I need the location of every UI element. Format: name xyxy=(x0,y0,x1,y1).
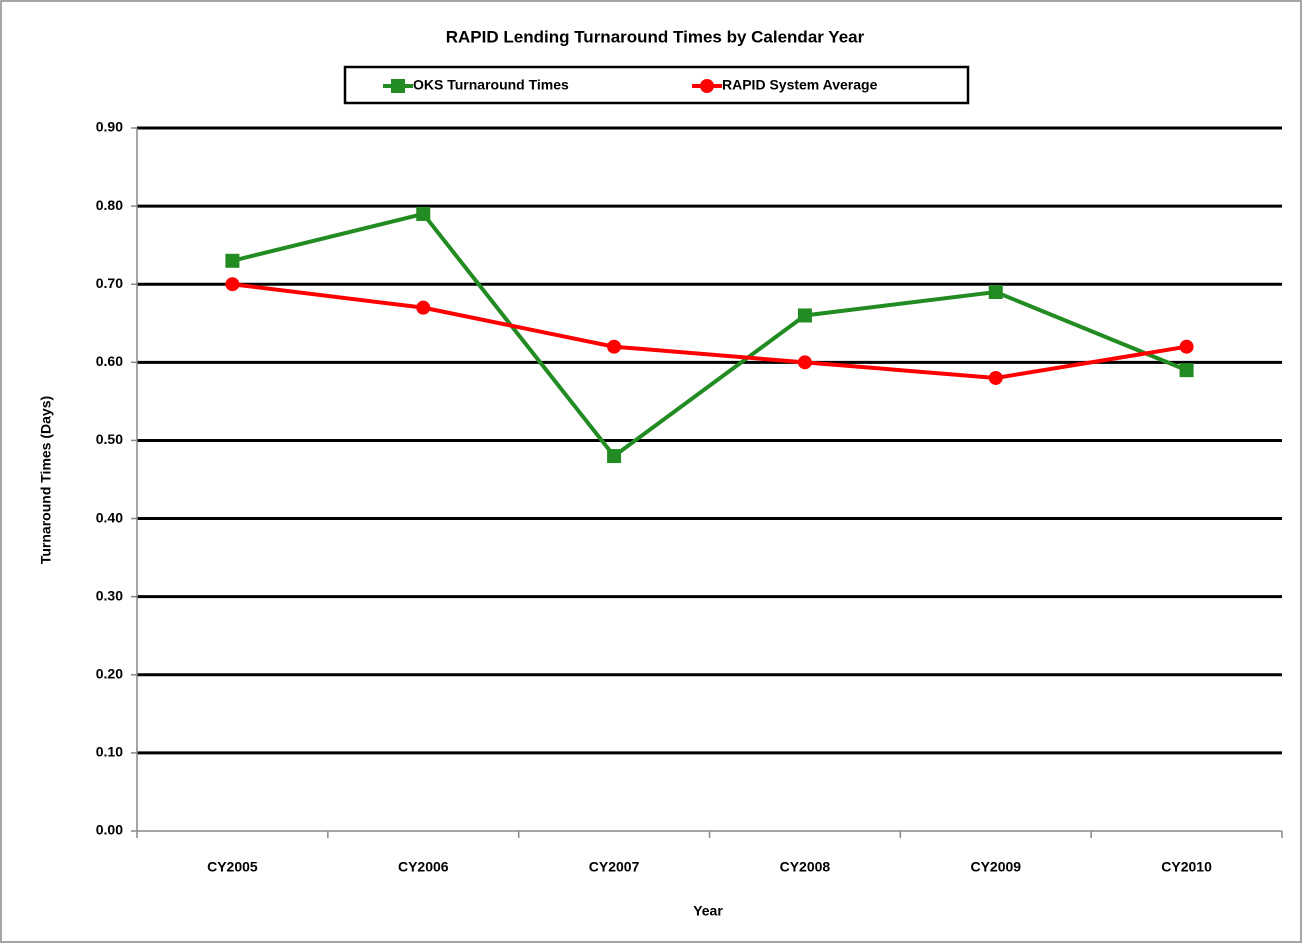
y-tick-label: 0.40 xyxy=(96,509,123,525)
x-tick-label: CY2010 xyxy=(1161,859,1212,875)
data-point xyxy=(1179,363,1194,378)
data-point xyxy=(416,206,431,221)
y-tick-label: 0.20 xyxy=(96,665,123,681)
series-line xyxy=(232,282,1187,380)
legend-marker xyxy=(391,79,405,93)
y-tick-label: 0.30 xyxy=(96,587,123,603)
data-point xyxy=(797,355,812,370)
y-tick-label: 0.00 xyxy=(96,822,123,838)
legend-label: RAPID System Average xyxy=(722,77,878,93)
x-axis-title: Year xyxy=(693,903,723,919)
data-point xyxy=(225,277,240,292)
x-tick-label: CY2008 xyxy=(780,859,831,875)
y-tick-label: 0.90 xyxy=(96,119,123,135)
data-point xyxy=(988,370,1003,385)
x-tick-label: CY2009 xyxy=(970,859,1021,875)
legend-label: OKS Turnaround Times xyxy=(413,77,569,93)
legend-marker xyxy=(700,79,714,93)
x-tick-label: CY2006 xyxy=(398,859,449,875)
y-tick-label: 0.50 xyxy=(96,431,123,447)
y-tick-label: 0.70 xyxy=(96,275,123,291)
series-line xyxy=(231,211,1188,459)
data-point xyxy=(1179,339,1194,354)
x-tick-label: CY2007 xyxy=(589,859,640,875)
legend-box xyxy=(343,65,970,105)
data-point xyxy=(416,300,431,315)
x-tick-label: CY2005 xyxy=(207,859,258,875)
y-axis-title: Turnaround Times (Days) xyxy=(38,396,54,564)
data-point xyxy=(607,449,622,464)
chart-title: RAPID Lending Turnaround Times by Calend… xyxy=(446,27,865,46)
y-tick-label: 0.60 xyxy=(96,353,123,369)
data-point xyxy=(988,285,1003,300)
y-tick-label: 0.10 xyxy=(96,744,123,760)
data-point xyxy=(607,339,622,354)
y-tick-label: 0.80 xyxy=(96,197,123,213)
data-point xyxy=(225,253,240,268)
data-point xyxy=(797,308,812,323)
